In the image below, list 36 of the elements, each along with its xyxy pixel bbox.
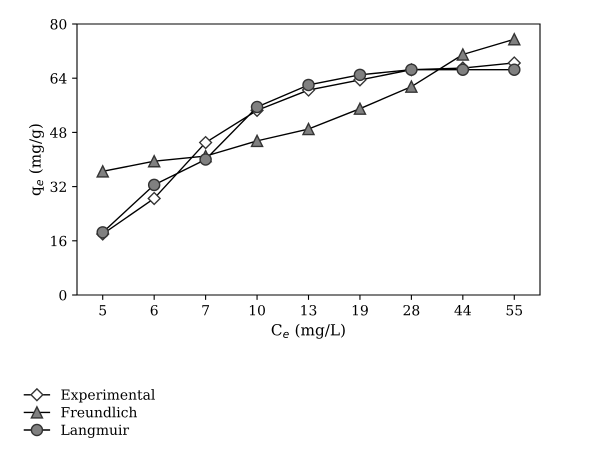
point [456,48,470,61]
y-tick-label: 0 [59,290,66,300]
x-tick-label: 55 [506,305,522,316]
x-axis-title: C$_{e}$ (mg/L) [272,324,345,339]
y-tick-label: 64 [50,73,67,84]
x-tick-label: 28 [403,304,420,316]
legend-label: Experimental [61,389,155,403]
point [148,154,160,168]
y-tick-label: 16 [51,236,66,246]
point [199,136,212,150]
x-tick-label: 10 [250,304,265,316]
point [354,68,366,82]
x-tick-label: 7 [202,305,210,316]
y-axis-title: q$_{e}$ (mg/g) [28,124,44,196]
point [508,32,521,46]
point [508,63,521,76]
point [96,165,109,178]
y-tick-label: 80 [50,18,66,30]
point [302,122,315,136]
x-tick-label: 19 [352,304,368,316]
point [354,102,366,115]
point [199,153,212,166]
point [405,80,418,93]
x-tick-label: 44 [454,304,471,316]
legend-label: Freundlich [61,406,138,418]
x-tick-label: 6 [150,304,158,316]
y-tick-label: 32 [50,182,66,192]
point [148,178,160,192]
x-tick-label: 13 [301,304,316,316]
legend-label: Langmuir [61,424,130,438]
point [302,78,315,92]
x-tick-label: 5 [99,305,106,316]
point [250,100,264,114]
point [250,134,264,148]
y-tick-label: 48 [50,127,66,138]
point [148,192,161,206]
